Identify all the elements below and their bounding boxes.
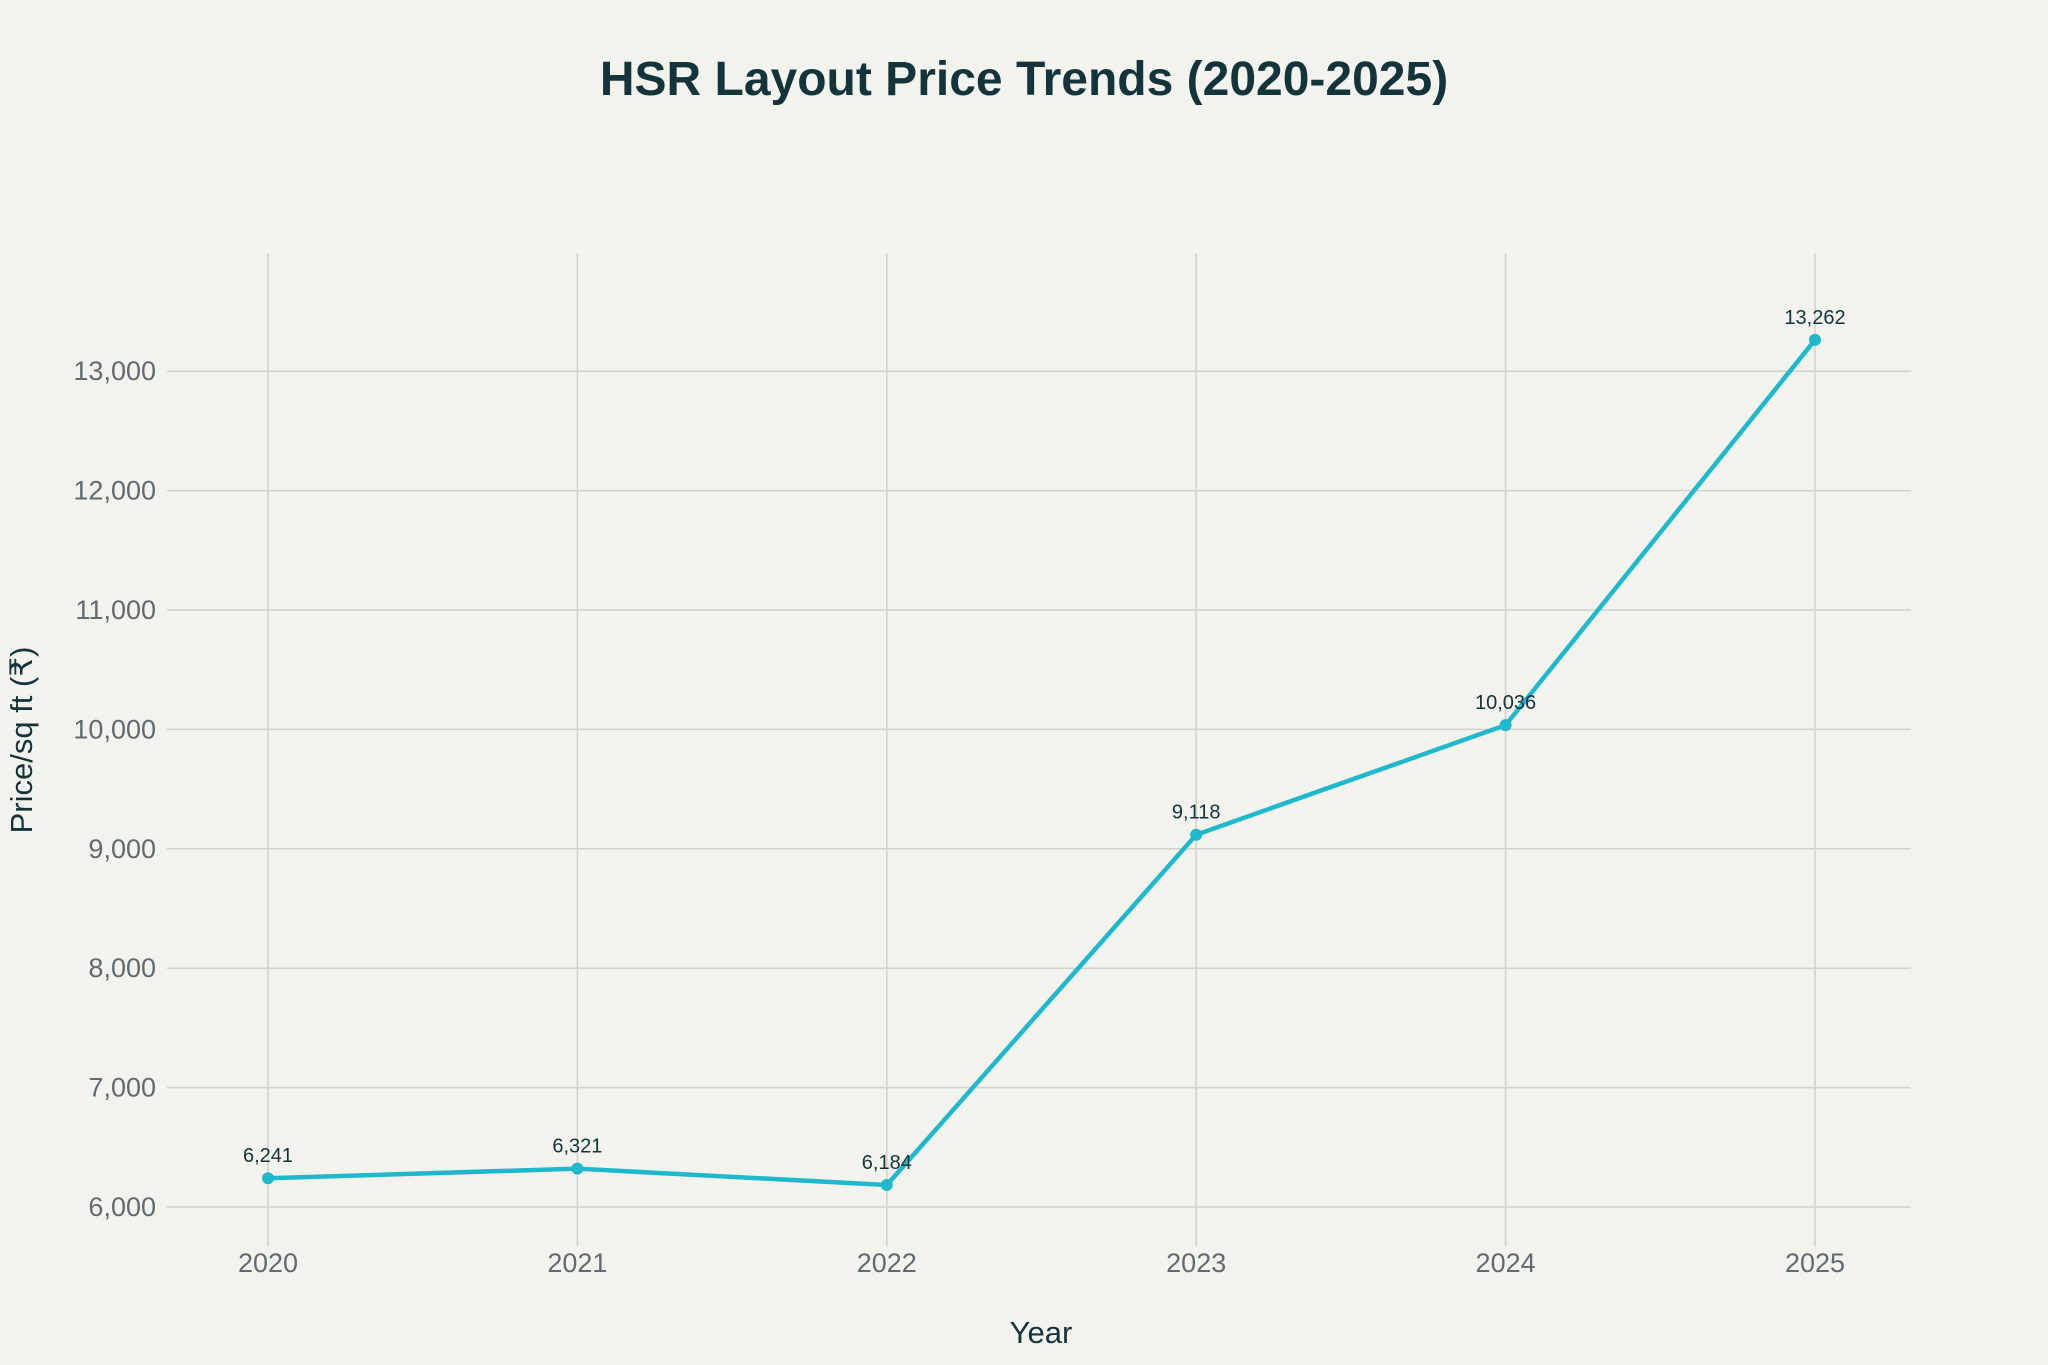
data-label: 13,262 <box>1784 307 1845 329</box>
data-label: 6,184 <box>862 1152 912 1174</box>
x-tick-labels: 2020 2021 2022 2023 2024 2025 <box>238 1248 1845 1278</box>
data-point <box>262 1172 274 1185</box>
data-label: 6,241 <box>243 1145 293 1167</box>
y-tick-label: 7,000 <box>88 1073 156 1103</box>
x-tick-label: 2025 <box>1785 1248 1845 1278</box>
x-tick-label: 2020 <box>238 1248 298 1278</box>
y-tick-label: 6,000 <box>88 1192 156 1222</box>
x-axis-title: Year <box>1010 1315 1073 1350</box>
data-points: 6,241 6,321 6,184 9,118 10,036 13,262 <box>243 307 1846 1192</box>
data-label: 9,118 <box>1172 802 1221 824</box>
data-label: 10,036 <box>1475 692 1536 714</box>
y-tick-label: 8,000 <box>88 953 156 983</box>
x-tick-label: 2023 <box>1166 1248 1226 1278</box>
data-point <box>880 1179 893 1192</box>
data-point <box>1499 719 1512 732</box>
series-line <box>267 338 1817 1188</box>
x-tick-label: 2021 <box>547 1248 607 1278</box>
data-point <box>1190 828 1203 841</box>
y-tick-labels: 6,000 7,000 8,000 9,000 10,000 11,000 12,000 13… <box>73 356 156 1222</box>
x-tick-label: 2024 <box>1476 1248 1536 1278</box>
chart-title: HSR Layout Price Trends (2020-2025) <box>599 53 1449 106</box>
y-tick-label: 10,000 <box>73 714 156 744</box>
y-tick-label: 12,000 <box>73 476 156 506</box>
data-label: 6,321 <box>552 1136 602 1158</box>
x-tick-label: 2022 <box>857 1248 917 1278</box>
y-tick-label: 13,000 <box>73 356 156 386</box>
data-point <box>1809 333 1821 346</box>
data-point <box>571 1162 584 1175</box>
y-tick-label: 9,000 <box>88 834 156 864</box>
gridlines <box>167 253 1911 1247</box>
y-tick-label: 11,000 <box>75 595 156 625</box>
y-axis-title: Price/sq ft (₹) <box>4 647 39 834</box>
